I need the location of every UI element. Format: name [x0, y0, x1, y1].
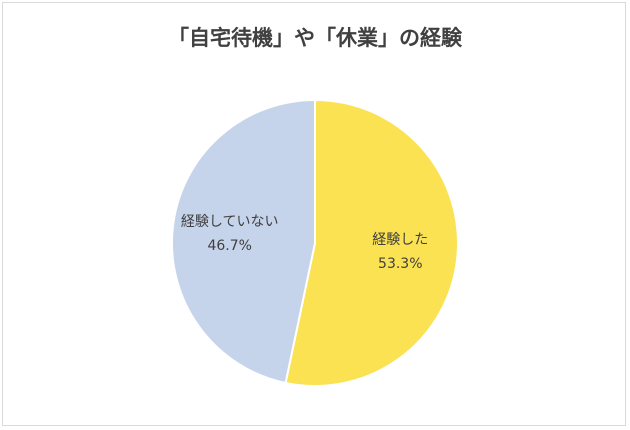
chart-title: 「自宅待機」や「休業」の経験 — [168, 26, 462, 50]
slice-value-label-1: 53.3% — [378, 256, 422, 272]
pie-slice-1 — [284, 98, 459, 387]
pie-slices — [170, 98, 459, 387]
pie-labels: 経験した 53.3% 経験していない 46.7% — [181, 214, 428, 272]
slice-category-label-2: 経験していない — [181, 214, 279, 230]
pie-slice-2 — [170, 98, 316, 385]
slice-value-label-2: 46.7% — [207, 238, 251, 254]
slice-category-label-1: 経験した — [372, 232, 428, 248]
